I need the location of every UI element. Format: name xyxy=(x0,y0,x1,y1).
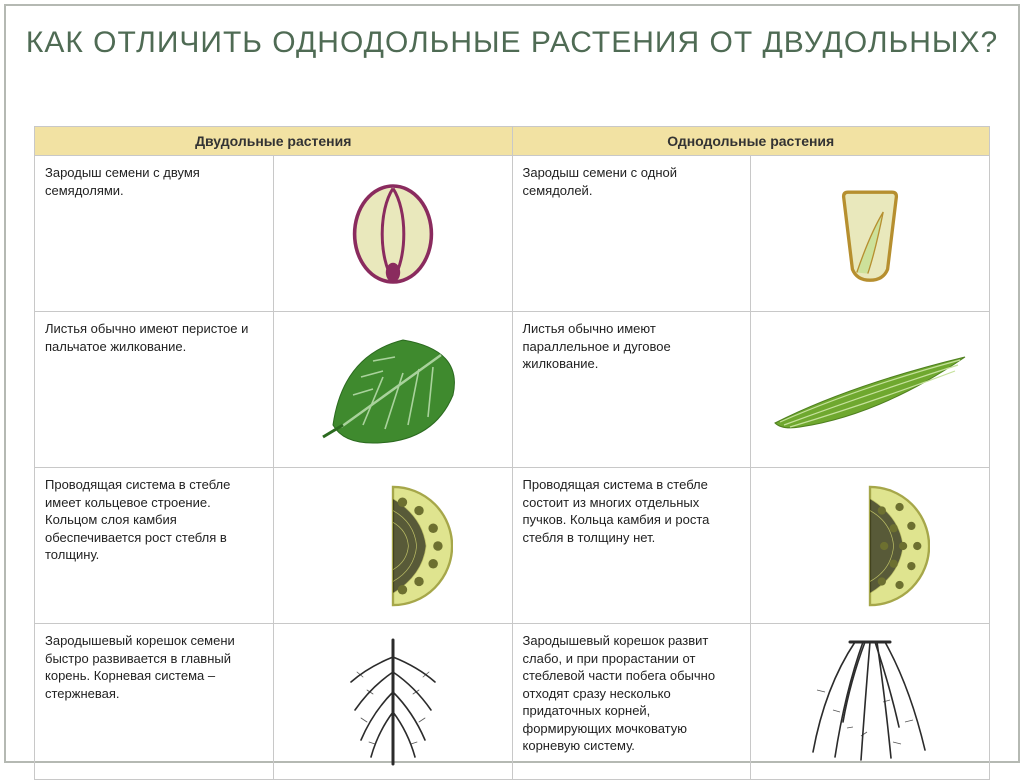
dicot-text: Проводящая система в стебле имеет кольце… xyxy=(35,468,274,624)
dicot-text: Зародышевый корешок семени быстро развив… xyxy=(35,624,274,780)
seed-monocot-icon xyxy=(815,174,925,294)
stem-monocot-icon xyxy=(810,481,930,611)
monocot-text: Зародыш семени с одной семядолей. xyxy=(512,156,751,312)
table-row: Зародыш семени с двумя семядолями. Зарод… xyxy=(35,156,990,312)
root-dicot-icon xyxy=(328,632,458,772)
slide-frame: КАК ОТЛИЧИТЬ ОДНОДОЛЬНЫЕ РАСТЕНИЯ ОТ ДВУ… xyxy=(4,4,1020,763)
monocot-illustration xyxy=(751,312,990,468)
dicot-illustration xyxy=(273,156,512,312)
comparison-table-wrap: Двудольные растения Однодольные растения… xyxy=(34,126,990,735)
monocot-text: Проводящая система в стебле состоит из м… xyxy=(512,468,751,624)
monocot-text: Листья обычно имеют параллельное и дугов… xyxy=(512,312,751,468)
monocot-illustration xyxy=(751,468,990,624)
seed-dicot-icon xyxy=(333,174,453,294)
dicot-illustration xyxy=(273,312,512,468)
stem-dicot-icon xyxy=(333,481,453,611)
table-row: Проводящая система в стебле имеет кольце… xyxy=(35,468,990,624)
header-monocot: Однодольные растения xyxy=(512,127,990,156)
page-title: КАК ОТЛИЧИТЬ ОДНОДОЛЬНЫЕ РАСТЕНИЯ ОТ ДВУ… xyxy=(6,6,1018,66)
leaf-monocot-icon xyxy=(770,345,970,435)
monocot-text: Зародышевый корешок развит слабо, и при … xyxy=(512,624,751,780)
comparison-table: Двудольные растения Однодольные растения… xyxy=(34,126,990,780)
monocot-illustration xyxy=(751,156,990,312)
dicot-text: Зародыш семени с двумя семядолями. xyxy=(35,156,274,312)
monocot-illustration xyxy=(751,624,990,780)
header-dicot: Двудольные растения xyxy=(35,127,513,156)
root-monocot-icon xyxy=(795,632,945,772)
leaf-dicot-icon xyxy=(313,325,473,455)
dicot-illustration xyxy=(273,624,512,780)
dicot-illustration xyxy=(273,468,512,624)
table-row: Листья обычно имеют перистое и пальчатое… xyxy=(35,312,990,468)
table-row: Зародышевый корешок семени быстро развив… xyxy=(35,624,990,780)
dicot-text: Листья обычно имеют перистое и пальчатое… xyxy=(35,312,274,468)
